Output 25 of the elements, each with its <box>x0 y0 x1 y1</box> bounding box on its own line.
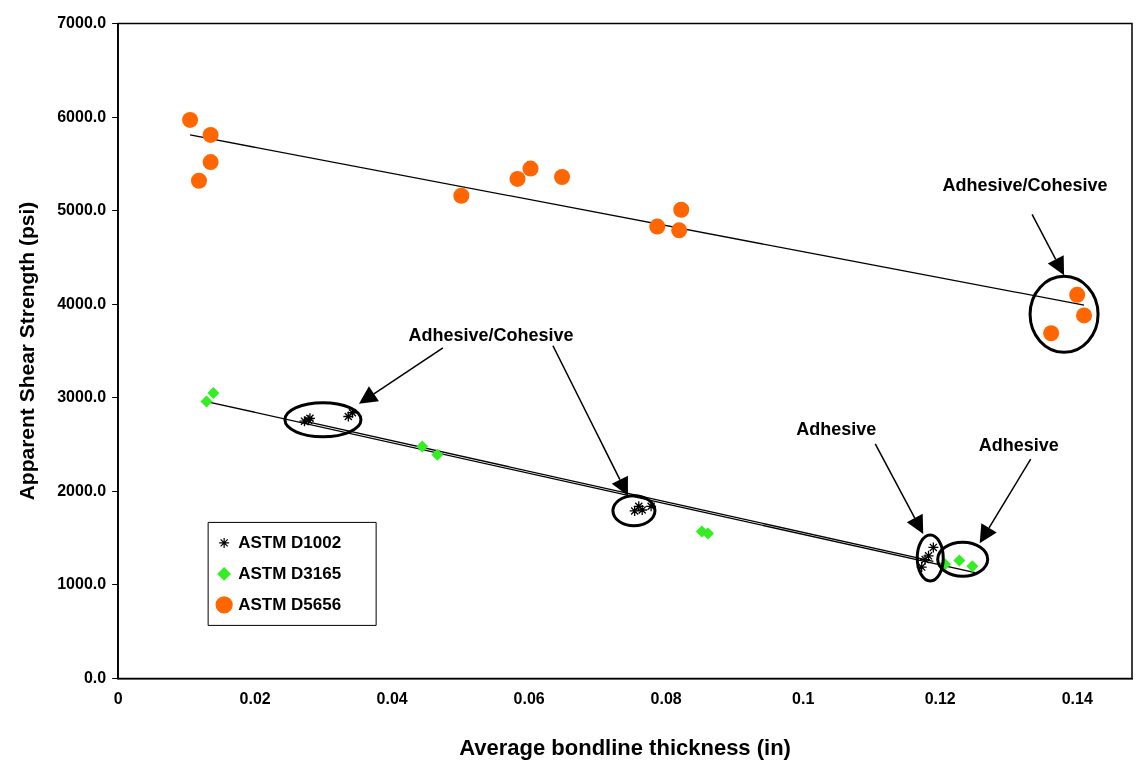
legend-label: ASTM D1002 <box>238 532 342 552</box>
x-tick-label: 0.14 <box>1061 690 1093 708</box>
x-tick-label: 0.06 <box>513 690 545 708</box>
x-tick-label: 0.12 <box>924 690 956 708</box>
y-tick-label: 1000.0 <box>57 575 107 593</box>
y-tick-label: 3000.0 <box>57 388 107 406</box>
y-tick-label: 6000.0 <box>57 107 107 125</box>
annotation: Adhesive/Cohesive <box>408 324 574 346</box>
annotation: Adhesive/Cohesive <box>942 174 1108 196</box>
y-tick-label: 4000.0 <box>57 294 107 312</box>
annotation: Adhesive <box>796 418 877 440</box>
x-axis-title: Average bondline thickness (in) <box>459 734 791 760</box>
x-tick-label: 0.02 <box>239 690 271 708</box>
legend-label: ASTM D3165 <box>238 563 342 583</box>
x-tick-label: 0 <box>113 690 123 708</box>
x-tick-label: 0.08 <box>650 690 682 708</box>
x-tick-label: 0.1 <box>792 690 815 708</box>
legend-label: ASTM D5656 <box>238 594 342 614</box>
y-tick-label: 2000.0 <box>57 481 107 499</box>
y-axis-title: Apparent Shear Strength (psi) <box>15 201 39 501</box>
x-tick-label: 0.04 <box>376 690 408 708</box>
annotation: Adhesive <box>978 434 1059 456</box>
y-tick-label: 5000.0 <box>57 201 107 219</box>
y-tick-label: 0.0 <box>83 668 107 686</box>
y-tick-label: 7000.0 <box>57 14 107 32</box>
